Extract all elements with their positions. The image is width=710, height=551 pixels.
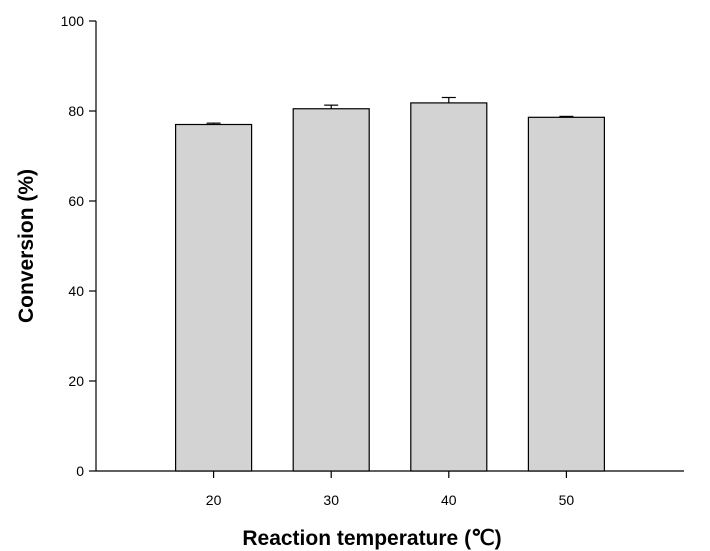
bar-50	[527, 116, 606, 472]
y-axis-title: Conversion (%)	[15, 169, 38, 323]
error-bars	[206, 96, 574, 125]
y-tick-label: 100	[61, 13, 85, 29]
x-axis-title: Reaction temperature (℃)	[242, 527, 501, 550]
bars	[175, 102, 606, 472]
bar-20	[175, 123, 253, 472]
y-tick-label: 20	[68, 373, 84, 389]
x-tick-label-40: 40	[441, 492, 457, 508]
x-tick-label-20: 20	[206, 492, 222, 508]
y-tick-label: 0	[76, 463, 84, 479]
x-ticks: 20 30 40 50	[206, 471, 575, 508]
x-tick-label-50: 50	[559, 492, 575, 508]
y-tick-label: 80	[68, 103, 84, 119]
x-tick-label-30: 30	[323, 492, 339, 508]
y-ticks: 0 20 40 60 80 100	[61, 13, 96, 479]
y-tick-label: 40	[68, 283, 84, 299]
bar-30	[292, 108, 370, 472]
y-tick-label: 60	[68, 193, 84, 209]
bar-40	[410, 102, 488, 472]
